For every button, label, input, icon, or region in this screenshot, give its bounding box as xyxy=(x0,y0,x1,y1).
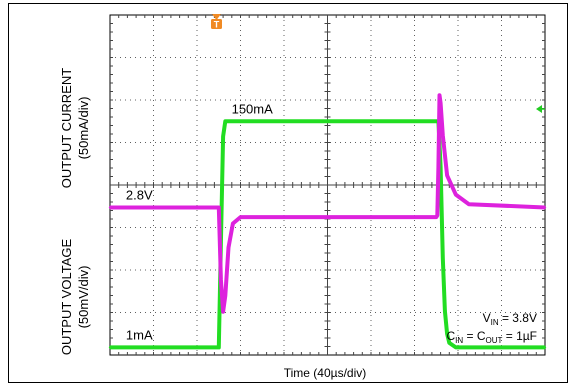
annotation-vin: VIN = 3.8V xyxy=(483,311,537,327)
data-point-voltage xyxy=(219,278,223,281)
ylabel-voltage-line2: (50mV/div) xyxy=(76,266,91,329)
data-point-voltage xyxy=(543,206,547,209)
data-point-current xyxy=(441,256,444,260)
trigger-marker-label: T xyxy=(214,20,220,30)
trigger-marker-icon: T xyxy=(211,14,222,30)
data-point-voltage xyxy=(445,174,449,177)
data-point-current xyxy=(217,346,220,349)
data-point-voltage xyxy=(215,206,218,209)
data-point-voltage xyxy=(441,134,444,137)
data-point-current xyxy=(224,120,227,123)
labels: 150mA 1mA 2.8V xyxy=(126,101,273,342)
data-point-current xyxy=(454,346,457,349)
data-point-current xyxy=(221,135,225,138)
grid xyxy=(110,15,545,355)
data-point-voltage xyxy=(454,193,457,196)
ylabel-current-line2: (50mA/div) xyxy=(76,97,91,160)
xlabel: Time (40µs/div) xyxy=(284,366,366,380)
level-label-current-1: 1mA xyxy=(126,327,153,342)
ylabel-voltage-line1: OUTPUT VOLTAGE xyxy=(59,239,74,356)
data-point-voltage xyxy=(437,166,440,169)
data-point-voltage xyxy=(217,206,220,209)
traces xyxy=(108,93,547,350)
data-point-current xyxy=(443,309,447,313)
data-point-voltage xyxy=(439,102,442,105)
data-point-voltage xyxy=(224,294,227,297)
level-label-voltage-0: 2.8V xyxy=(126,188,153,203)
annotation-cap: CIN = COUT = 1µF xyxy=(447,329,538,345)
data-point-current xyxy=(108,346,112,349)
data-point-voltage xyxy=(438,94,441,97)
data-point-current xyxy=(543,346,547,349)
data-point-current xyxy=(435,120,438,123)
data-point-voltage xyxy=(231,222,235,225)
chart-frame xyxy=(8,3,568,383)
data-point-voltage xyxy=(467,203,471,206)
data-point-voltage xyxy=(436,214,439,217)
data-point-current xyxy=(215,346,218,349)
level-label-current-0: 150mA xyxy=(232,101,274,116)
data-point-current xyxy=(448,341,451,345)
data-point-voltage xyxy=(108,206,112,209)
data-point-voltage xyxy=(239,215,242,219)
ylabel-current-line1: OUTPUT CURRENT xyxy=(59,68,74,188)
data-point-voltage xyxy=(221,310,225,313)
data-point-voltage xyxy=(227,246,230,249)
level-arrow-icon xyxy=(536,105,542,113)
data-point-current xyxy=(445,332,449,335)
